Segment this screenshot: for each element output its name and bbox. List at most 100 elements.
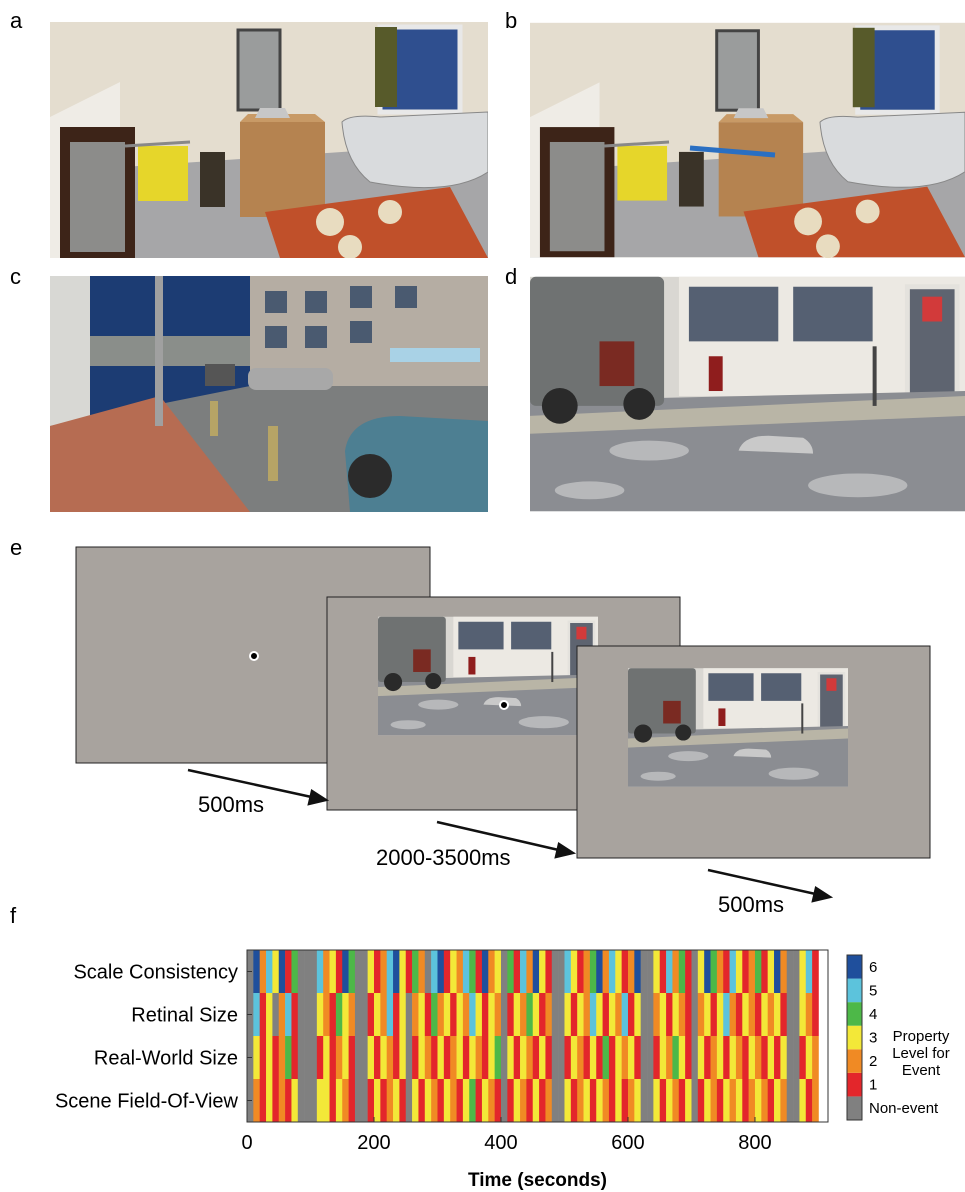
event-cell xyxy=(285,1079,292,1122)
event-cell xyxy=(742,950,749,993)
colorbar-cell xyxy=(847,1025,862,1050)
event-cell xyxy=(437,1079,445,1122)
event-cell xyxy=(761,950,768,993)
event-cell xyxy=(475,1036,483,1079)
panel-label: a xyxy=(10,8,23,33)
event-cell xyxy=(373,950,381,993)
event-cell xyxy=(348,950,356,993)
event-cell xyxy=(316,1079,324,1122)
event-cell xyxy=(691,1079,699,1122)
event-cell xyxy=(316,950,324,993)
event-cell xyxy=(475,1079,483,1122)
event-cell xyxy=(494,993,502,1036)
event-cell xyxy=(272,993,280,1036)
event-cell xyxy=(386,950,394,993)
event-cell xyxy=(437,950,445,993)
event-cell xyxy=(774,993,781,1036)
event-cell xyxy=(253,1036,260,1079)
colorbar-label: 3 xyxy=(869,1030,877,1047)
colorbar-cell xyxy=(847,978,862,1003)
event-cell xyxy=(710,1036,718,1079)
event-cell xyxy=(443,1036,451,1079)
event-cell xyxy=(462,950,470,993)
event-cell xyxy=(431,1036,438,1079)
event-cell xyxy=(634,993,641,1036)
event-cell xyxy=(608,1079,616,1122)
event-cell xyxy=(729,993,737,1036)
event-cell xyxy=(659,950,667,993)
event-cell xyxy=(539,993,546,1036)
event-cell xyxy=(589,1079,597,1122)
colorbar-frame xyxy=(846,954,863,1121)
event-cell xyxy=(462,1036,470,1079)
colorbar-label: 4 xyxy=(869,1006,877,1023)
x-tick-label: 400 xyxy=(484,1132,517,1154)
event-cell xyxy=(513,1079,521,1122)
event-cell xyxy=(437,993,445,1036)
event-cell xyxy=(354,1079,362,1122)
event-cell xyxy=(418,950,426,993)
event-cell xyxy=(596,1079,603,1122)
scene-detail xyxy=(707,868,821,897)
event-cell xyxy=(520,993,527,1036)
event-cell xyxy=(545,950,553,993)
event-cell xyxy=(742,993,749,1036)
event-cell xyxy=(761,993,768,1036)
event-cell xyxy=(691,950,699,993)
event-cell xyxy=(615,1036,622,1079)
event-cell xyxy=(304,950,311,993)
event-cell xyxy=(710,993,718,1036)
event-cell xyxy=(253,993,260,1036)
event-cell xyxy=(634,950,641,993)
event-cell xyxy=(735,993,743,1036)
event-cell xyxy=(812,1036,819,1079)
event-cell xyxy=(774,1036,781,1079)
event-cell xyxy=(348,1079,356,1122)
event-cell xyxy=(729,1036,737,1079)
event-cell xyxy=(640,950,648,993)
event-cell xyxy=(418,1036,426,1079)
event-cell xyxy=(685,993,692,1036)
event-cell xyxy=(545,993,553,1036)
event-cell xyxy=(634,1036,641,1079)
event-cell xyxy=(532,993,540,1036)
event-cell xyxy=(323,950,330,993)
event-cell xyxy=(672,1079,680,1122)
event-cell xyxy=(602,1036,610,1079)
scene-detail xyxy=(436,820,564,853)
event-cell xyxy=(259,993,267,1036)
event-cell xyxy=(297,1079,305,1122)
event-cell xyxy=(704,1079,711,1122)
event-cell xyxy=(291,1036,299,1079)
event-cell xyxy=(253,1079,260,1122)
event-cell xyxy=(291,1079,299,1122)
panel-label: e xyxy=(10,535,22,560)
event-cell xyxy=(621,1036,629,1079)
event-cell xyxy=(634,1079,641,1122)
panel-label: b xyxy=(505,8,517,33)
event-cell xyxy=(748,1036,756,1079)
event-cell xyxy=(354,1036,362,1079)
event-cell xyxy=(672,1036,680,1079)
event-cell xyxy=(310,950,318,993)
event-cell xyxy=(500,1036,508,1079)
event-cell xyxy=(494,1079,502,1122)
event-cell xyxy=(412,1036,419,1079)
event-raster: Scale Consistency Retinal Size Real-World … xyxy=(55,949,939,1191)
event-cell xyxy=(462,1079,470,1122)
event-cell xyxy=(583,950,591,993)
event-cell xyxy=(380,1079,387,1122)
event-cell xyxy=(793,1036,800,1079)
bathroom-scene xyxy=(50,22,488,259)
y-tick-label: Retinal Size xyxy=(131,1005,238,1027)
event-cell xyxy=(577,993,584,1036)
event-cell xyxy=(767,1079,775,1122)
event-cell xyxy=(672,993,680,1036)
event-cell xyxy=(767,993,775,1036)
event-cell xyxy=(539,950,546,993)
event-cell xyxy=(608,950,616,993)
plot-frame xyxy=(246,949,829,1123)
event-cell xyxy=(653,1036,661,1079)
event-cell xyxy=(456,950,464,993)
event-cell xyxy=(539,1036,546,1079)
